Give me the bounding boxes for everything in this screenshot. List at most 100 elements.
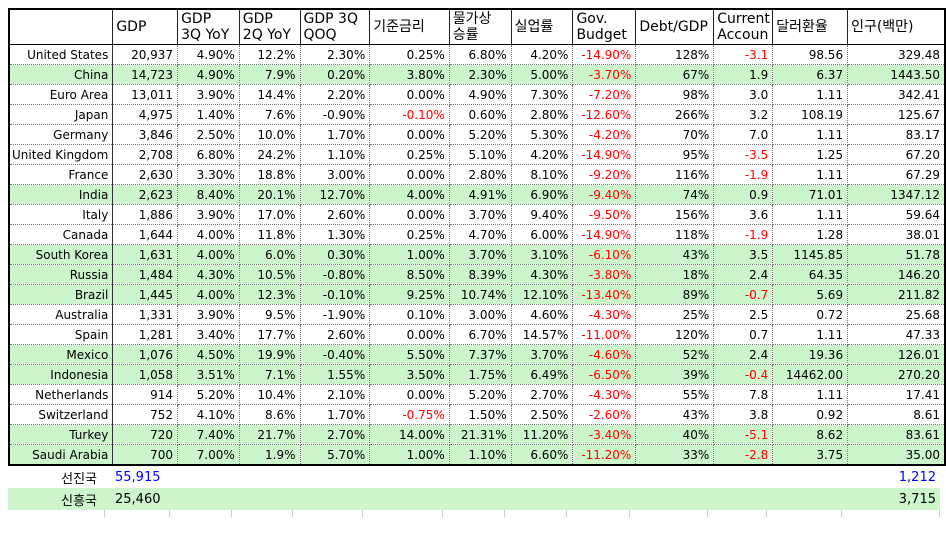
cell-current_account[interactable]: -5.1 [713,424,774,445]
cell-usd_rate[interactable]: 14462.00 [772,364,849,385]
cell-unemployment[interactable]: 7.30% [510,84,574,105]
cell-gov_budget[interactable]: -11.20% [572,444,637,466]
cell-base_rate[interactable]: -0.10% [369,104,450,125]
cell-inflation[interactable]: 21.31% [448,424,512,445]
cell-gdp_2q_yoy[interactable]: 18.8% [238,164,301,185]
cell-current_account[interactable]: 3.0 [713,84,774,105]
cell-inflation[interactable]: 5.20% [448,384,512,405]
row-label[interactable]: Japan [8,104,114,125]
cell-base_rate[interactable]: 0.25% [369,144,450,165]
cell-inflation[interactable]: 1.75% [448,364,512,385]
cell-unemployment[interactable]: 6.00% [510,224,574,245]
cell-unemployment[interactable]: 6.60% [510,444,574,466]
cell-gdp[interactable]: 914 [112,384,179,405]
cell-gov_budget[interactable]: -3.80% [572,264,637,285]
cell-inflation[interactable]: 10.74% [448,284,512,305]
cell-unemployment[interactable]: 6.90% [510,184,574,205]
cell-unemployment[interactable]: 4.30% [510,264,574,285]
cell-gdp_2q_yoy[interactable]: 11.8% [238,224,301,245]
cell-gdp_3q_yoy[interactable]: 7.40% [177,424,240,445]
row-label[interactable]: Netherlands [8,384,114,405]
cell-usd_rate[interactable]: 98.56 [772,44,849,65]
cell-gdp[interactable]: 2,623 [112,184,179,205]
cell-gdp_2q_yoy[interactable]: 8.6% [238,404,301,425]
cell-base_rate[interactable]: 0.25% [369,44,450,65]
row-label[interactable]: United States [8,44,114,65]
cell-current_account[interactable]: 0.9 [713,184,774,205]
cell-debt_gdp[interactable]: 89% [635,284,715,305]
cell-gov_budget[interactable]: -9.50% [572,204,637,225]
cell-debt_gdp[interactable]: 98% [635,84,715,105]
cell-unemployment[interactable]: 4.20% [510,144,574,165]
cell-inflation[interactable]: 3.70% [448,244,512,265]
cell-usd_rate[interactable]: 108.19 [772,104,849,125]
cell-current_account[interactable]: 3.5 [713,244,774,265]
cell-usd_rate[interactable]: 1.11 [772,204,849,225]
cell-gdp_3q_qoq[interactable]: -1.90% [299,304,371,325]
cell-gov_budget[interactable]: -12.60% [572,104,637,125]
cell-unemployment[interactable]: 2.80% [510,104,574,125]
cell-gdp_2q_yoy[interactable]: 24.2% [238,144,301,165]
cell-gdp_2q_yoy[interactable]: 9.5% [238,304,301,325]
summary-gdp[interactable]: 25,460 [105,488,170,510]
cell-current_account[interactable]: -0.7 [713,284,774,305]
row-label[interactable]: Russia [8,264,114,285]
cell-base_rate[interactable]: 3.80% [369,64,450,85]
cell-inflation[interactable]: 5.20% [448,124,512,145]
cell-current_account[interactable]: -1.9 [713,224,774,245]
row-label[interactable]: United Kingdom [8,144,114,165]
cell-current_account[interactable]: -3.5 [713,144,774,165]
cell-usd_rate[interactable]: 1.11 [772,384,849,405]
cell-gov_budget[interactable]: -7.20% [572,84,637,105]
cell-usd_rate[interactable]: 5.69 [772,284,849,305]
col-header-inflation[interactable]: 물가상 승률 [448,8,512,45]
cell-debt_gdp[interactable]: 25% [635,304,715,325]
cell-gdp[interactable]: 720 [112,424,179,445]
cell-gdp_3q_qoq[interactable]: 1.55% [299,364,371,385]
cell-debt_gdp[interactable]: 120% [635,324,715,345]
cell-unemployment[interactable]: 6.49% [510,364,574,385]
cell-base_rate[interactable]: 0.10% [369,304,450,325]
cell-gdp_2q_yoy[interactable]: 10.0% [238,124,301,145]
cell-gdp_3q_yoy[interactable]: 8.40% [177,184,240,205]
cell-debt_gdp[interactable]: 18% [635,264,715,285]
cell-population[interactable]: 25.68 [847,304,946,325]
cell-gov_budget[interactable]: -9.20% [572,164,637,185]
cell-gdp[interactable]: 1,445 [112,284,179,305]
cell-debt_gdp[interactable]: 128% [635,44,715,65]
cell-gdp_3q_qoq[interactable]: -0.80% [299,264,371,285]
cell-gov_budget[interactable]: -6.10% [572,244,637,265]
row-label[interactable]: Indonesia [8,364,114,385]
cell-population[interactable]: 59.64 [847,204,946,225]
cell-population[interactable]: 47.33 [847,324,946,345]
cell-gdp_3q_qoq[interactable]: 2.60% [299,324,371,345]
cell-debt_gdp[interactable]: 43% [635,244,715,265]
cell-debt_gdp[interactable]: 52% [635,344,715,365]
cell-gdp_3q_yoy[interactable]: 3.51% [177,364,240,385]
cell-gdp_3q_yoy[interactable]: 7.00% [177,444,240,466]
cell-gdp_2q_yoy[interactable]: 12.3% [238,284,301,305]
cell-base_rate[interactable]: 0.00% [369,204,450,225]
col-header-country[interactable] [8,8,114,45]
cell-base_rate[interactable]: 14.00% [369,424,450,445]
cell-population[interactable]: 17.41 [847,384,946,405]
cell-gdp[interactable]: 14,723 [112,64,179,85]
cell-debt_gdp[interactable]: 95% [635,144,715,165]
cell-population[interactable]: 126.01 [847,344,946,365]
cell-debt_gdp[interactable]: 118% [635,224,715,245]
cell-inflation[interactable]: 2.80% [448,164,512,185]
cell-population[interactable]: 342.41 [847,84,946,105]
cell-population[interactable]: 38.01 [847,224,946,245]
col-header-unemployment[interactable]: 실업률 [510,8,574,45]
cell-gdp_3q_yoy[interactable]: 3.90% [177,84,240,105]
row-label[interactable]: Australia [8,304,114,325]
cell-usd_rate[interactable]: 0.72 [772,304,849,325]
cell-gdp[interactable]: 700 [112,444,179,466]
cell-unemployment[interactable]: 3.10% [510,244,574,265]
row-label[interactable]: Switzerland [8,404,114,425]
summary-label[interactable]: 신흥국 [8,488,105,510]
cell-population[interactable]: 51.78 [847,244,946,265]
cell-base_rate[interactable]: 0.25% [369,224,450,245]
cell-population[interactable]: 67.29 [847,164,946,185]
cell-gdp[interactable]: 1,644 [112,224,179,245]
